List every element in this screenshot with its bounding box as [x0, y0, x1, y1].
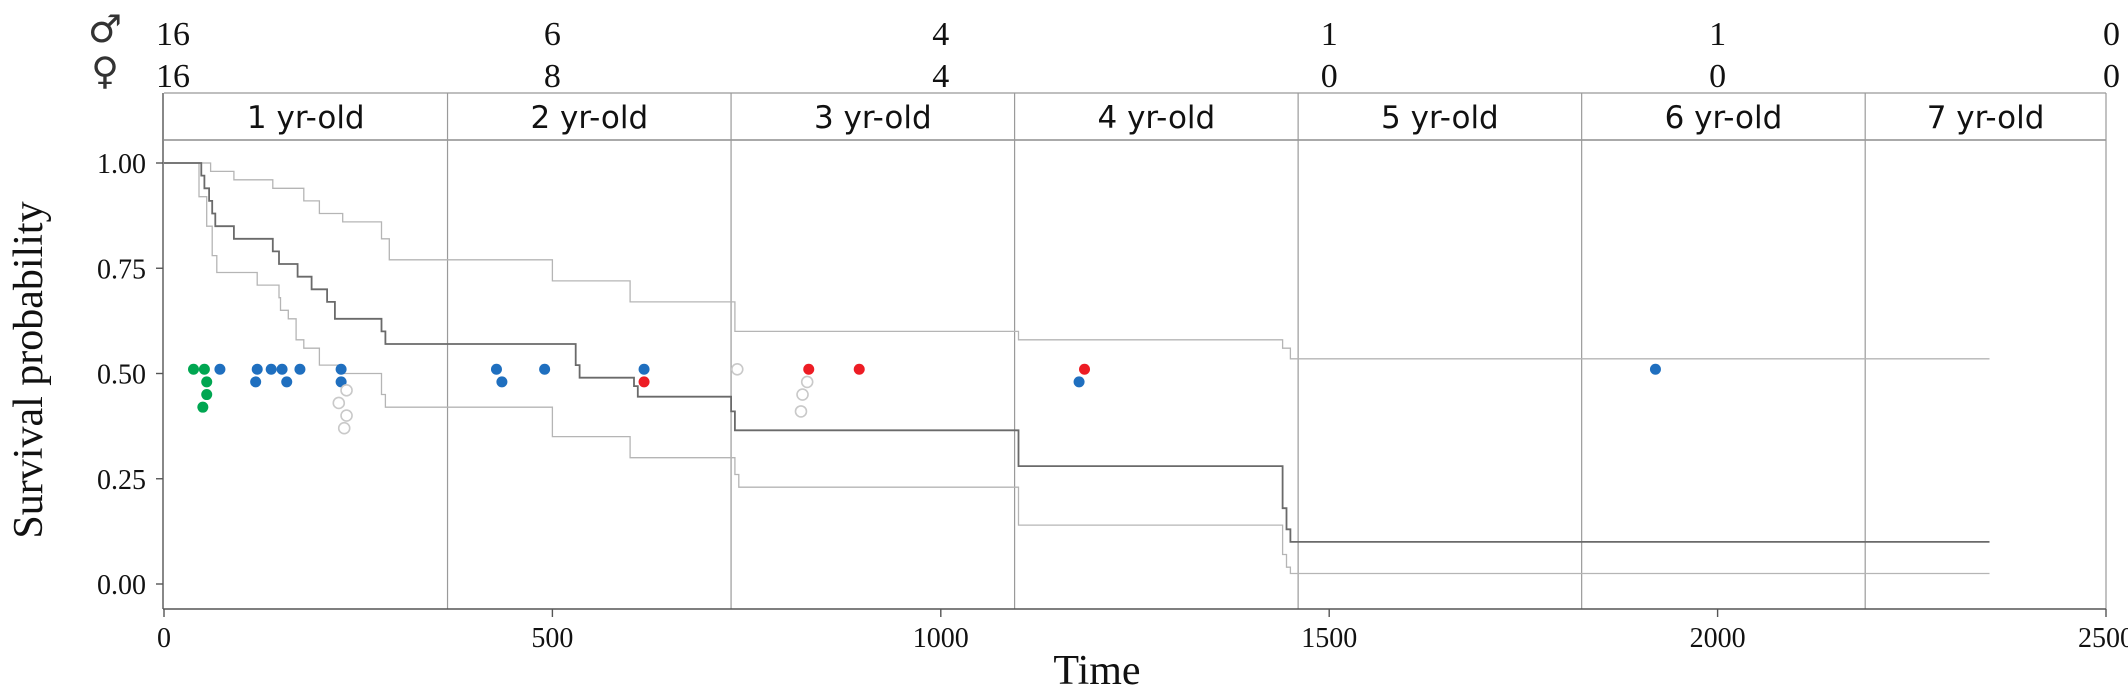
event-marker — [281, 376, 293, 388]
event-marker — [1079, 363, 1091, 375]
risk-count-male: 0 — [2103, 16, 2120, 53]
y-axis-label: Survival probability — [6, 201, 52, 538]
event-markers — [188, 362, 1661, 435]
risk-count-female: 0 — [2103, 58, 2120, 95]
event-marker — [730, 362, 744, 376]
event-marker — [796, 388, 809, 401]
x-tick-label: 0 — [157, 623, 171, 654]
age-band-layer: 1 yr-old 2 yr-old 3 yr-old 4 yr-old 5 yr-old… — [164, 92, 2107, 609]
risk-count-male: 1 — [1709, 16, 1726, 53]
y-tick-label: 0.50 — [97, 360, 146, 391]
event-marker — [188, 363, 200, 375]
event-marker — [197, 401, 209, 413]
event-marker — [1073, 376, 1085, 388]
event-marker — [794, 405, 808, 418]
male-symbol: ♂ — [88, 7, 122, 51]
risk-count-male: 1 — [1321, 16, 1338, 53]
event-marker — [250, 376, 262, 388]
risk-count-male: 6 — [544, 16, 561, 53]
event-marker — [332, 396, 346, 410]
event-marker — [214, 363, 226, 375]
event-marker — [490, 363, 502, 375]
event-marker — [201, 389, 213, 401]
event-marker — [853, 363, 865, 375]
event-marker — [803, 363, 815, 375]
event-marker — [496, 376, 508, 388]
event-marker — [800, 375, 814, 389]
risk-count-female: 0 — [1321, 58, 1338, 95]
event-marker — [276, 363, 288, 375]
age-band-label: 1 yr-old — [247, 100, 365, 136]
event-marker — [340, 409, 353, 422]
age-band-label: 4 yr-old — [1098, 100, 1216, 136]
event-marker — [198, 363, 210, 375]
event-marker — [340, 384, 353, 397]
x-tick-label: 2500 — [2078, 623, 2128, 654]
risk-count-male: 16 — [156, 16, 190, 53]
event-marker — [539, 363, 551, 375]
risk-count-female: 16 — [156, 58, 190, 95]
x-tick-label: 1000 — [913, 623, 969, 654]
age-band-label: 3 yr-old — [814, 100, 932, 136]
female-symbol: ♀ — [91, 49, 119, 93]
event-marker — [251, 363, 263, 375]
risk-table: ♂ ♀ 16 16 6 8 4 4 1 0 1 0 0 0 — [88, 7, 2120, 95]
axes: 0 500 1000 1500 2000 2500 0.00 0.25 0.50 0.75 1.00 — [97, 93, 2128, 654]
x-axis-label: Time — [1053, 648, 1140, 694]
x-tick-label: 2000 — [1690, 623, 1746, 654]
risk-count-female: 8 — [544, 58, 561, 95]
age-band-label: 6 yr-old — [1665, 100, 1783, 136]
y-tick-label: 0.75 — [97, 254, 146, 285]
event-marker — [638, 363, 650, 375]
upper-ci-line — [164, 162, 1990, 360]
event-marker — [1649, 363, 1661, 375]
event-marker — [335, 363, 347, 375]
event-marker — [201, 376, 213, 388]
event-marker — [337, 421, 351, 435]
survival-curve — [164, 162, 1990, 543]
risk-count-male: 4 — [932, 16, 949, 53]
event-marker — [638, 376, 650, 388]
confidence-band — [164, 162, 1990, 575]
age-band-label: 7 yr-old — [1927, 100, 2045, 136]
risk-count-female: 4 — [932, 58, 949, 95]
y-tick-label: 1.00 — [97, 149, 146, 180]
y-tick-label: 0.00 — [97, 570, 146, 601]
event-marker — [265, 363, 277, 375]
y-tick-label: 0.25 — [97, 465, 146, 496]
lower-ci-line — [164, 162, 1990, 575]
event-marker — [294, 363, 306, 375]
x-tick-label: 1500 — [1301, 623, 1357, 654]
km-estimate-line — [164, 162, 1990, 543]
risk-count-female: 0 — [1709, 58, 1726, 95]
age-band-label: 5 yr-old — [1381, 100, 1499, 136]
x-tick-label: 500 — [531, 623, 573, 654]
age-band-label: 2 yr-old — [530, 100, 648, 136]
